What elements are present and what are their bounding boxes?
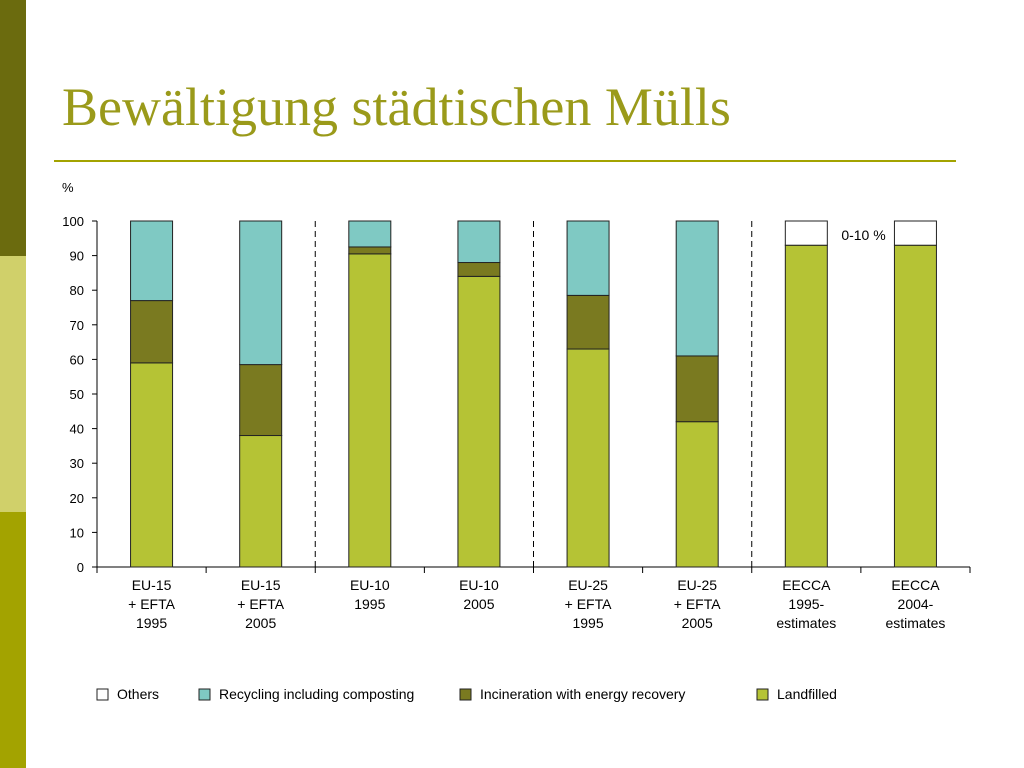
bar-segment-incineration-with-energy-recovery	[566, 294, 610, 350]
y-tick-label: 40	[70, 422, 84, 437]
bar-segment-incineration-with-energy-recovery	[457, 262, 501, 277]
decor-band-middle	[0, 256, 26, 512]
bar-segment-landfilled	[130, 362, 174, 568]
bar-segment-incineration-with-energy-recovery	[675, 355, 719, 423]
legend-label: Others	[117, 686, 159, 702]
x-tick-label: EU-15 + EFTA 1995	[128, 577, 175, 631]
title-divider	[54, 160, 956, 162]
legend-label: Landfilled	[777, 686, 837, 702]
bar-segment-incineration-with-energy-recovery	[239, 364, 283, 437]
bar-segment-landfilled	[566, 348, 610, 568]
y-tick-label: 80	[70, 283, 84, 298]
bar-segment-landfilled	[893, 244, 937, 568]
legend-swatch	[459, 688, 472, 701]
decor-band-bottom	[0, 512, 26, 768]
bar-segment-recycling-including-composting	[130, 220, 174, 302]
y-tick-label: 50	[70, 387, 84, 402]
bar-segment-recycling-including-composting	[675, 220, 719, 357]
bar-segment-incineration-with-energy-recovery	[130, 300, 174, 364]
bar-segment-landfilled	[239, 435, 283, 568]
bar-segment-landfilled	[675, 421, 719, 568]
legend-swatch	[756, 688, 769, 701]
bar-segment-landfilled	[784, 244, 828, 568]
bar-segment-recycling-including-composting	[566, 220, 610, 296]
y-tick-label: 20	[70, 491, 84, 506]
slide-title: Bewältigung städtischen Mülls	[62, 77, 731, 137]
x-tick-label: EU-10 1995	[350, 577, 390, 612]
bar-segment-others	[784, 220, 828, 246]
y-tick-label: 30	[70, 456, 84, 471]
x-tick-label: EU-25 + EFTA 2005	[674, 577, 721, 631]
y-tick-label: 70	[70, 318, 84, 333]
legend-swatch	[198, 688, 211, 701]
y-tick-label: 0	[77, 560, 84, 575]
y-tick-label: 60	[70, 352, 84, 367]
bar-segment-recycling-including-composting	[239, 220, 283, 366]
decor-band-top	[0, 0, 26, 256]
legend-label: Recycling including composting	[219, 686, 414, 702]
bar-segment-incineration-with-energy-recovery	[348, 246, 392, 255]
y-tick-label: 10	[70, 525, 84, 540]
x-tick-label: EU-25 + EFTA 1995	[565, 577, 612, 631]
bar-segment-landfilled	[348, 253, 392, 568]
legend-swatch	[96, 688, 109, 701]
bar-segment-recycling-including-composting	[348, 220, 392, 248]
x-tick-label: EECCA 1995-estimates	[776, 577, 836, 631]
bar-segment-others	[893, 220, 937, 246]
bar-segment-recycling-including-composting	[457, 220, 501, 264]
y-tick-label: 100	[62, 214, 84, 229]
y-tick-label: 90	[70, 249, 84, 264]
y-axis-label: %	[62, 180, 74, 195]
x-tick-label: EU-10 2005	[459, 577, 499, 612]
annotation-label: 0-10 %	[841, 227, 885, 243]
bar-segment-landfilled	[457, 275, 501, 568]
legend-label: Incineration with energy recovery	[480, 686, 685, 702]
x-tick-label: EECCA 2004-estimates	[885, 577, 945, 631]
x-tick-label: EU-15 + EFTA 2005	[237, 577, 284, 631]
